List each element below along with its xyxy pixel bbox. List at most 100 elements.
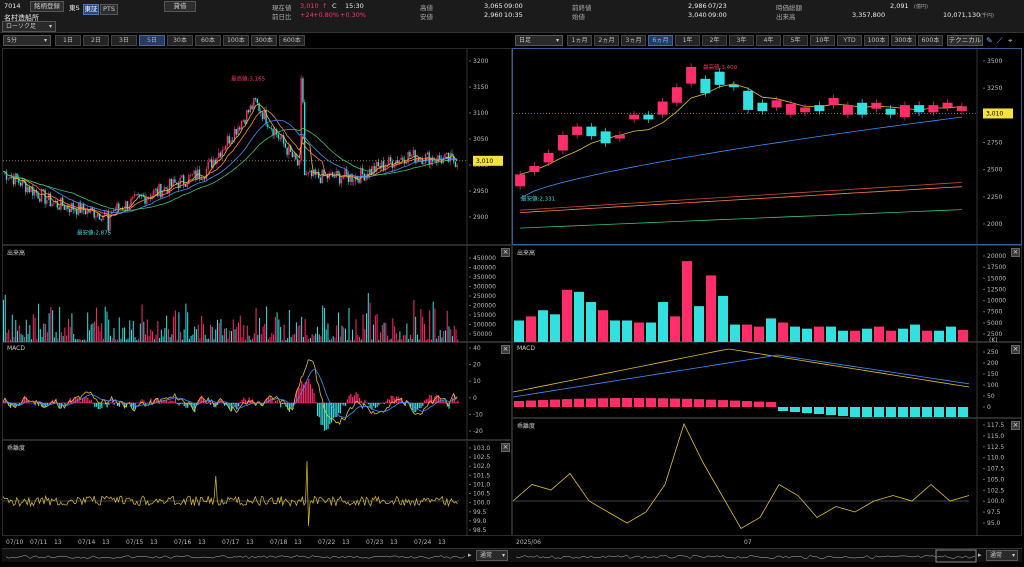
left-candle: [175, 182, 178, 184]
left-macd-hist: [74, 397, 77, 403]
close-icon[interactable]: ×: [501, 248, 510, 257]
range-button-13[interactable]: 600本: [918, 35, 943, 46]
right-macd-tick-4: 50: [987, 393, 995, 400]
exchange-button[interactable]: 東証: [83, 4, 99, 15]
left-candle: [253, 97, 255, 110]
right-ma-75: [519, 116, 962, 199]
right-macd-hist: [802, 407, 812, 413]
left-volume-bar: [283, 324, 285, 343]
right-mode-select[interactable]: 通常 ▾: [986, 550, 1018, 561]
diff-label: 前日比: [272, 13, 292, 21]
left-volume-bar: [90, 324, 92, 343]
left-candle: [219, 152, 222, 157]
range-button-10[interactable]: YTD: [837, 35, 862, 46]
range-button-4[interactable]: 1年: [675, 35, 700, 46]
range-button-8[interactable]: 5年: [783, 35, 808, 46]
range-button-2[interactable]: 3ヵ月: [621, 35, 646, 46]
left-volume-bar: [13, 336, 15, 343]
left-kairi-tick-3: 101.5: [473, 472, 490, 479]
range-button-7[interactable]: 300本: [251, 35, 277, 46]
close-icon[interactable]: ×: [1011, 345, 1020, 354]
range-button-1[interactable]: 2ヵ月: [594, 35, 619, 46]
left-interval-select[interactable]: 5分 ▾: [3, 35, 51, 46]
right-price-panel: 3500325030002750250022502000最高値:3,400最安値…: [512, 48, 1022, 246]
line-tool-icon[interactable]: ⟋: [997, 36, 1003, 45]
pts-button[interactable]: PTS: [100, 4, 118, 15]
range-button-5[interactable]: 60本: [195, 35, 221, 46]
range-button-1[interactable]: 2日: [83, 35, 109, 46]
range-button-8[interactable]: 600本: [279, 35, 305, 46]
close-icon[interactable]: ×: [1011, 421, 1020, 430]
left-macd-hist: [52, 399, 54, 403]
left-volume-bar: [41, 336, 43, 343]
close-icon[interactable]: ×: [501, 443, 510, 452]
chart-type-select[interactable]: ローソク足 ▾: [2, 21, 56, 32]
register-stock-button[interactable]: 銘柄登録: [30, 1, 64, 12]
left-candle: [407, 152, 409, 163]
left-macd-hist: [117, 403, 119, 407]
left-volume-bar: [444, 330, 446, 343]
scroll-arrow-icon[interactable]: ▸: [978, 551, 982, 559]
range-button-2[interactable]: 3日: [111, 35, 137, 46]
right-kairi-tick-2: 112.5: [987, 444, 1004, 451]
range-button-9[interactable]: 10年: [810, 35, 835, 46]
right-volume-bar: [754, 326, 764, 343]
stock-code: 7014: [4, 2, 21, 10]
left-volume-bar: [11, 314, 13, 343]
left-candle: [63, 206, 66, 210]
scroll-arrow-icon[interactable]: ▸: [468, 551, 472, 559]
right-volume-bar: [658, 302, 668, 343]
range-button-6[interactable]: 100本: [223, 35, 249, 46]
left-candle: [282, 135, 285, 144]
left-volume-bar: [8, 329, 10, 343]
left-macd-title: MACD: [7, 345, 25, 352]
left-price-panel: 3200315031003050300029502900最高値:3,165最安値…: [2, 48, 512, 246]
left-volume-bar: [81, 339, 83, 343]
close-icon[interactable]: ×: [1011, 248, 1020, 257]
current-price-label: 現在値: [272, 4, 292, 12]
left-macd-hist: [399, 398, 401, 403]
range-button-3[interactable]: 6ヵ月: [648, 35, 673, 46]
left-candle: [296, 159, 299, 166]
technical-button[interactable]: テクニカル: [947, 35, 983, 46]
left-volume-bar: [439, 329, 441, 343]
credit-button[interactable]: 貸借: [164, 1, 196, 12]
range-button-11[interactable]: 100本: [864, 35, 889, 46]
left-macd-hist: [376, 403, 378, 408]
range-button-5[interactable]: 2年: [702, 35, 727, 46]
left-scrollbar[interactable]: ▸ 通常 ▾: [2, 548, 512, 562]
left-volume-bar: [22, 335, 24, 343]
left-macd-hist: [202, 398, 205, 403]
left-mode-select[interactable]: 通常 ▾: [476, 550, 508, 561]
range-button-6[interactable]: 3年: [729, 35, 754, 46]
left-candle: [82, 203, 85, 211]
left-macd-hist: [383, 403, 385, 405]
left-date-2: 13: [54, 539, 62, 546]
range-button-4[interactable]: 30本: [167, 35, 193, 46]
range-button-3[interactable]: 5日: [139, 35, 165, 46]
range-button-0[interactable]: 1ヵ月: [567, 35, 592, 46]
left-macd-hist: [95, 403, 98, 407]
close-icon[interactable]: ×: [501, 345, 510, 354]
left-candle: [402, 157, 404, 160]
right-chart-toolbar: 日足 ▾ 1ヵ月 2ヵ月 3ヵ月 6ヵ月 1年 2年 3年 4年 5年 10年 YTD 100本 300本…: [515, 35, 1024, 46]
right-volume-bar: [622, 320, 632, 343]
right-volume-tick-5: 7500: [987, 309, 1002, 316]
pen-icon[interactable]: ✎: [986, 36, 993, 45]
range-button-12[interactable]: 300本: [891, 35, 916, 46]
left-candle: [42, 189, 45, 191]
left-macd-hist: [80, 401, 82, 403]
range-button-7[interactable]: 4年: [756, 35, 781, 46]
left-candle: [35, 190, 38, 193]
left-volume-bar: [320, 336, 322, 343]
left-volume-bar: [64, 327, 66, 343]
right-scrollbar[interactable]: ▸ 通常 ▾: [512, 548, 1022, 563]
cursor-icon[interactable]: ⌖: [1008, 36, 1013, 45]
left-volume-bar: [297, 326, 299, 343]
left-volume-bar: [301, 316, 303, 343]
right-interval-select[interactable]: 日足 ▾: [515, 35, 563, 46]
range-button-0[interactable]: 1日: [55, 35, 81, 46]
left-candle: [181, 175, 183, 178]
left-volume-bar: [94, 321, 96, 343]
left-macd-hist: [97, 403, 99, 410]
